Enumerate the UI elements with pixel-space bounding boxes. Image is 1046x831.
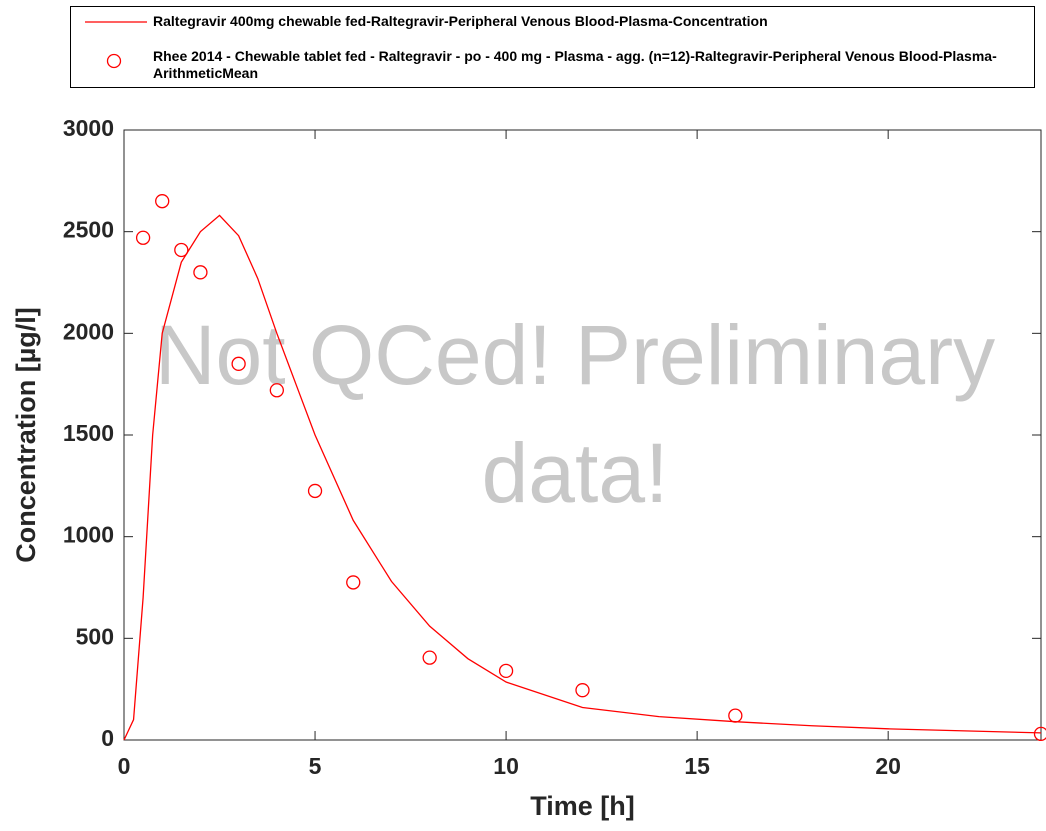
data-point <box>193 265 208 280</box>
x-tick-label: 10 <box>493 753 519 779</box>
data-point <box>575 683 590 698</box>
data-point <box>422 650 437 665</box>
y-tick-label: 1500 <box>63 420 114 446</box>
data-point <box>307 483 323 499</box>
data-point <box>135 230 151 245</box>
data-point <box>346 575 361 590</box>
data-point <box>498 663 514 679</box>
legend-swatch <box>106 53 122 69</box>
legend-label: Raltegravir 400mg chewable fed-Raltegrav… <box>153 13 768 29</box>
data-point <box>269 383 284 398</box>
y-tick-label: 0 <box>101 725 114 751</box>
watermark: data! <box>482 426 669 520</box>
data-point <box>174 242 189 258</box>
x-tick-label: 0 <box>118 753 131 779</box>
data-point <box>155 194 170 209</box>
y-tick-label: 2000 <box>63 318 114 344</box>
y-axis-label: Concentration [µg/l] <box>11 307 41 563</box>
data-point <box>1033 726 1046 742</box>
y-tick-label: 1000 <box>63 522 114 548</box>
legend-label: Rhee 2014 - Chewable tablet fed - Ralteg… <box>153 48 997 81</box>
legend-marker <box>106 53 122 69</box>
x-tick-label: 15 <box>684 753 710 779</box>
data-point <box>231 356 246 371</box>
data-point <box>728 708 743 723</box>
y-tick-label: 500 <box>76 623 114 649</box>
x-tick-label: 20 <box>875 753 901 779</box>
legend-swatch <box>85 21 147 23</box>
legend: Raltegravir 400mg chewable fed-Raltegrav… <box>70 6 1035 88</box>
x-axis-label: Time [h] <box>530 791 635 821</box>
watermark: Not QCed! Preliminary <box>155 308 995 402</box>
x-tick-label: 5 <box>309 753 322 779</box>
y-tick-label: 3000 <box>63 115 114 141</box>
y-tick-label: 2500 <box>63 217 114 243</box>
